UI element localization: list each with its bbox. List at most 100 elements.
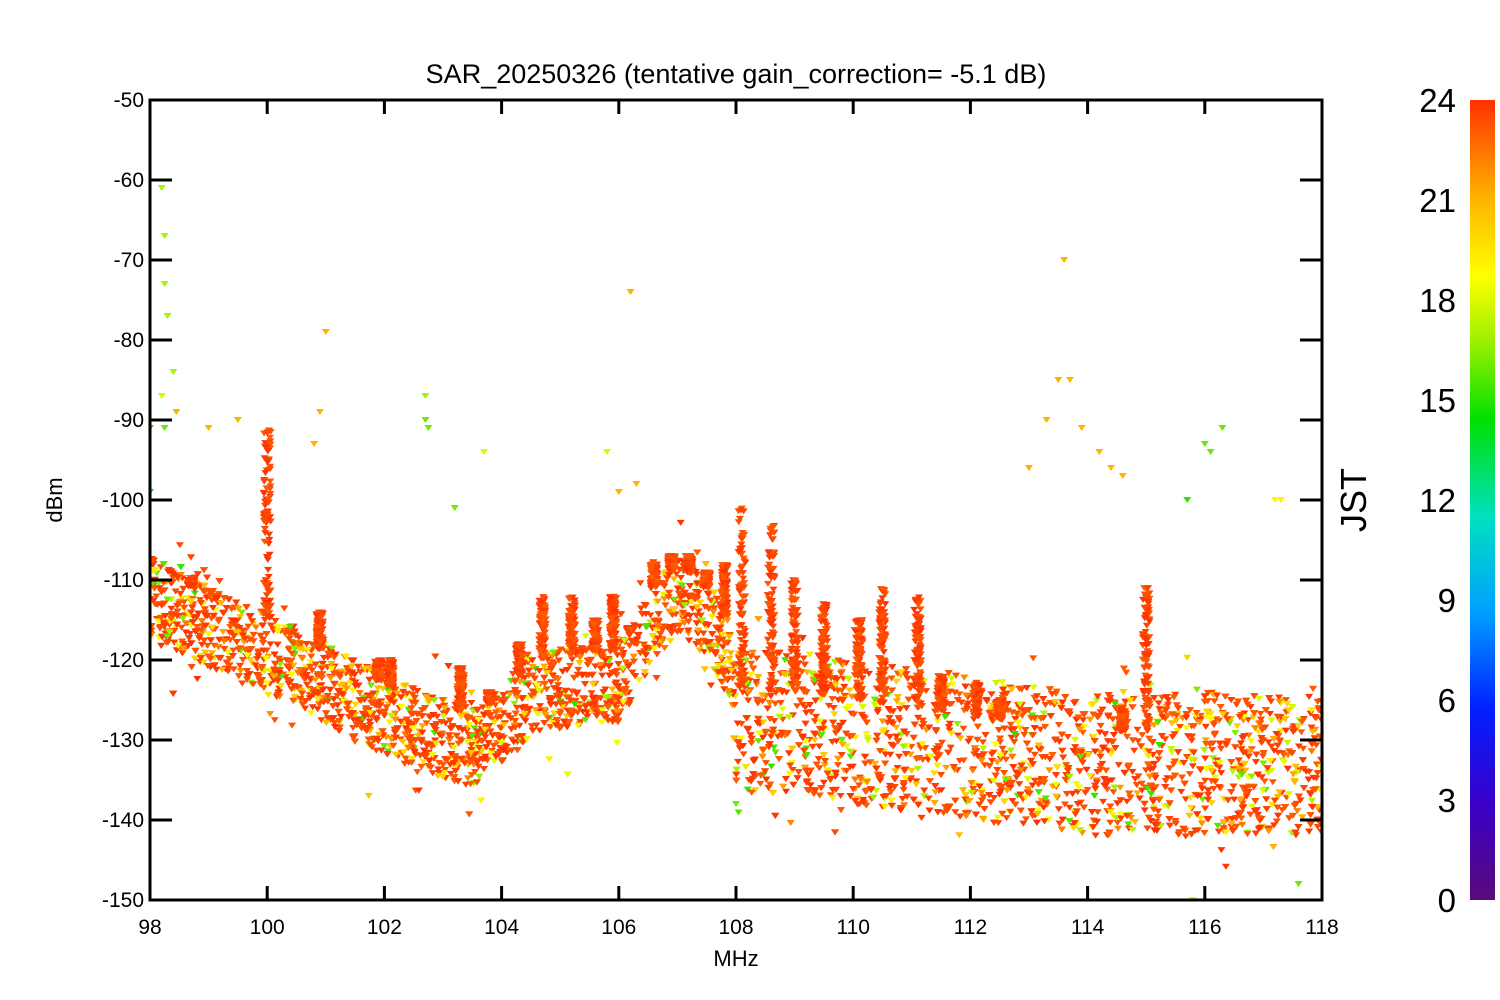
data-point — [157, 642, 166, 649]
data-point — [761, 760, 770, 767]
data-point — [1217, 847, 1226, 854]
data-point — [1072, 781, 1081, 788]
data-point — [1120, 769, 1129, 776]
data-point — [335, 682, 344, 689]
data-point — [317, 717, 326, 724]
data-point — [891, 768, 900, 775]
data-point — [887, 675, 896, 682]
data-point — [554, 657, 563, 664]
data-point — [1210, 732, 1219, 739]
data-point — [802, 710, 811, 717]
data-point — [457, 713, 466, 720]
data-point — [1123, 733, 1132, 740]
data-point — [1272, 731, 1281, 738]
data-point — [1227, 789, 1236, 796]
data-point — [360, 713, 369, 720]
data-point — [1126, 697, 1135, 704]
data-point — [274, 655, 283, 662]
data-point — [1234, 757, 1243, 764]
data-point — [463, 716, 472, 723]
data-point — [298, 655, 307, 662]
data-point — [744, 697, 753, 704]
data-point — [203, 612, 212, 619]
data-point — [1259, 760, 1268, 767]
data-point — [288, 722, 297, 729]
data-point — [1041, 702, 1050, 709]
data-point — [439, 713, 448, 720]
data-point — [552, 717, 561, 724]
data-point — [1050, 701, 1059, 708]
data-point — [428, 770, 437, 777]
data-point — [997, 783, 1006, 790]
data-point — [215, 578, 224, 585]
data-point — [327, 645, 336, 652]
data-point — [193, 675, 202, 682]
data-point — [280, 624, 289, 631]
data-point — [512, 704, 521, 711]
data-point — [583, 662, 592, 669]
data-point — [398, 738, 407, 745]
data-point — [1140, 807, 1149, 814]
data-point — [1103, 786, 1112, 793]
data-point — [351, 679, 360, 686]
data-point — [276, 661, 285, 668]
data-point — [1201, 805, 1210, 812]
data-point — [618, 653, 627, 660]
data-point — [810, 680, 819, 687]
data-point — [1098, 760, 1107, 767]
data-point — [496, 713, 505, 720]
data-point — [1228, 828, 1237, 835]
data-point — [379, 685, 388, 692]
data-point — [280, 605, 289, 612]
data-point — [581, 704, 590, 711]
data-point — [810, 737, 819, 744]
data-point — [700, 666, 709, 673]
data-point — [611, 691, 620, 698]
data-point — [1028, 782, 1037, 789]
data-point — [1281, 697, 1290, 704]
data-point — [912, 778, 921, 785]
data-point — [1060, 801, 1069, 808]
data-point — [842, 660, 851, 667]
data-point — [1105, 777, 1114, 784]
data-point — [1161, 778, 1170, 785]
data-point — [903, 793, 912, 800]
data-point — [885, 715, 894, 722]
data-point — [448, 723, 457, 730]
data-point — [1191, 713, 1200, 720]
data-point — [933, 714, 942, 721]
data-point — [484, 740, 493, 747]
data-point — [339, 698, 348, 705]
data-point — [438, 697, 447, 704]
data-point — [1172, 702, 1181, 709]
data-point — [440, 769, 449, 776]
data-point — [815, 743, 824, 750]
data-point — [156, 564, 165, 571]
data-point — [605, 663, 614, 670]
data-point — [463, 775, 472, 782]
data-point — [208, 605, 217, 612]
data-point — [308, 704, 317, 711]
data-point — [998, 745, 1007, 752]
data-point — [840, 683, 849, 690]
data-point — [799, 655, 808, 662]
data-point — [1135, 795, 1144, 802]
data-point — [726, 650, 735, 657]
data-point — [372, 747, 381, 754]
data-point — [1008, 797, 1017, 804]
data-point — [246, 656, 255, 663]
data-point — [999, 686, 1008, 693]
data-point — [1185, 771, 1194, 778]
data-point — [660, 583, 669, 590]
data-point — [1154, 700, 1163, 707]
data-point — [870, 696, 879, 703]
data-point — [490, 758, 499, 765]
data-point — [770, 718, 779, 725]
data-point — [965, 735, 974, 742]
data-point — [596, 695, 605, 702]
data-point — [467, 700, 476, 707]
data-point — [650, 640, 659, 647]
data-point — [912, 756, 921, 763]
data-point — [1250, 693, 1259, 700]
data-point — [930, 800, 939, 807]
